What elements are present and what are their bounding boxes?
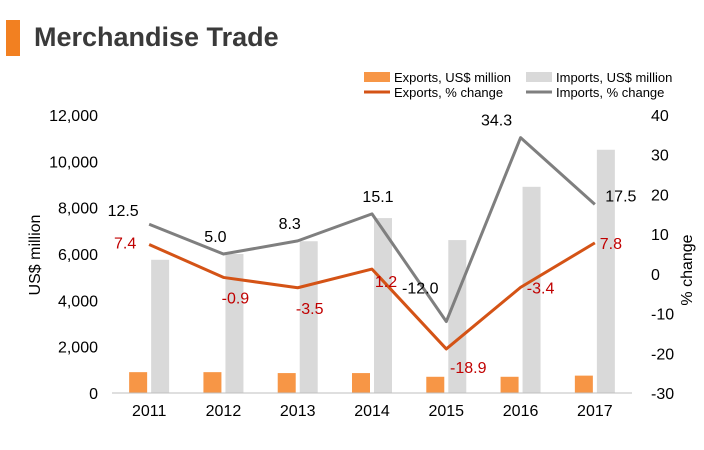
y-tick-label: 2,000 xyxy=(58,340,98,357)
exports-bar xyxy=(203,372,222,393)
imports-bar xyxy=(522,186,541,393)
y-tick-label: 4,000 xyxy=(58,293,98,310)
exports-change-line xyxy=(148,241,596,351)
imports-change-label: 34.3 xyxy=(481,113,512,130)
imports-change-label: 12.5 xyxy=(108,203,139,220)
imports-change-label: -12.0 xyxy=(402,281,439,298)
exports-bar xyxy=(500,376,519,393)
imports-bar xyxy=(299,241,318,393)
y2-tick-label: 10 xyxy=(651,227,669,244)
x-tick-label: 2016 xyxy=(503,403,539,420)
exports-bar xyxy=(277,373,296,393)
exports-change-label: 7.8 xyxy=(600,236,622,253)
imports-change-label: 15.1 xyxy=(362,189,393,206)
legend-label-exports-bar: Exports, US$ million xyxy=(394,70,511,85)
y2-tick-label: -20 xyxy=(651,346,674,363)
imports-change-label: 5.0 xyxy=(204,229,226,246)
exports-bar xyxy=(574,375,593,393)
chart-title: Merchandise Trade xyxy=(34,22,279,52)
x-tick-label: 2017 xyxy=(577,403,613,420)
imports-change-label: 17.5 xyxy=(605,188,636,205)
y-tick-label: 0 xyxy=(89,386,98,403)
imports-bar xyxy=(151,259,170,393)
exports-bar xyxy=(129,372,148,393)
y2-tick-label: 20 xyxy=(651,187,669,204)
exports-bar xyxy=(426,376,445,393)
x-tick-label: 2014 xyxy=(354,403,390,420)
exports-change-label: 7.4 xyxy=(114,235,136,252)
exports-change-label: -18.9 xyxy=(450,360,487,377)
imports-bar xyxy=(374,218,392,393)
exports-bar xyxy=(352,373,370,393)
y2-tick-label: 0 xyxy=(651,267,660,284)
imports-change-label: 8.3 xyxy=(279,216,301,233)
legend-label-imports-bar: Imports, US$ million xyxy=(556,70,672,85)
title-accent-bar xyxy=(6,20,20,56)
y2-tick-label: 30 xyxy=(651,148,669,165)
legend-label-imports-line: Imports, % change xyxy=(556,85,664,100)
exports-change-label: 1.2 xyxy=(375,274,397,291)
imports-bar xyxy=(448,240,467,393)
legend-swatch-imports-bar xyxy=(526,72,552,82)
x-tick-label: 2015 xyxy=(428,403,464,420)
y2-tick-label: -10 xyxy=(651,307,674,324)
exports-change-label: -3.5 xyxy=(296,301,324,318)
y2-tick-label: -30 xyxy=(651,386,674,403)
y-tick-label: 12,000 xyxy=(49,108,98,125)
y-tick-label: 10,000 xyxy=(49,154,98,171)
imports-bar xyxy=(596,149,615,393)
legend-label-exports-line: Exports, % change xyxy=(394,85,503,100)
y-tick-label: 6,000 xyxy=(58,247,98,264)
x-tick-label: 2011 xyxy=(132,403,167,420)
imports-change-line xyxy=(148,136,596,324)
legend-swatch-exports-bar xyxy=(364,72,390,82)
exports-change-label: -0.9 xyxy=(222,290,250,307)
y-axis-title: US$ million xyxy=(27,215,44,296)
x-tick-label: 2013 xyxy=(280,403,316,420)
y2-tick-label: 40 xyxy=(651,108,669,125)
imports-bar xyxy=(225,254,244,393)
y2-axis-title: % change xyxy=(679,234,696,305)
x-tick-label: 2012 xyxy=(206,403,242,420)
exports-change-label: -3.4 xyxy=(527,280,555,297)
y-tick-label: 8,000 xyxy=(58,201,98,218)
